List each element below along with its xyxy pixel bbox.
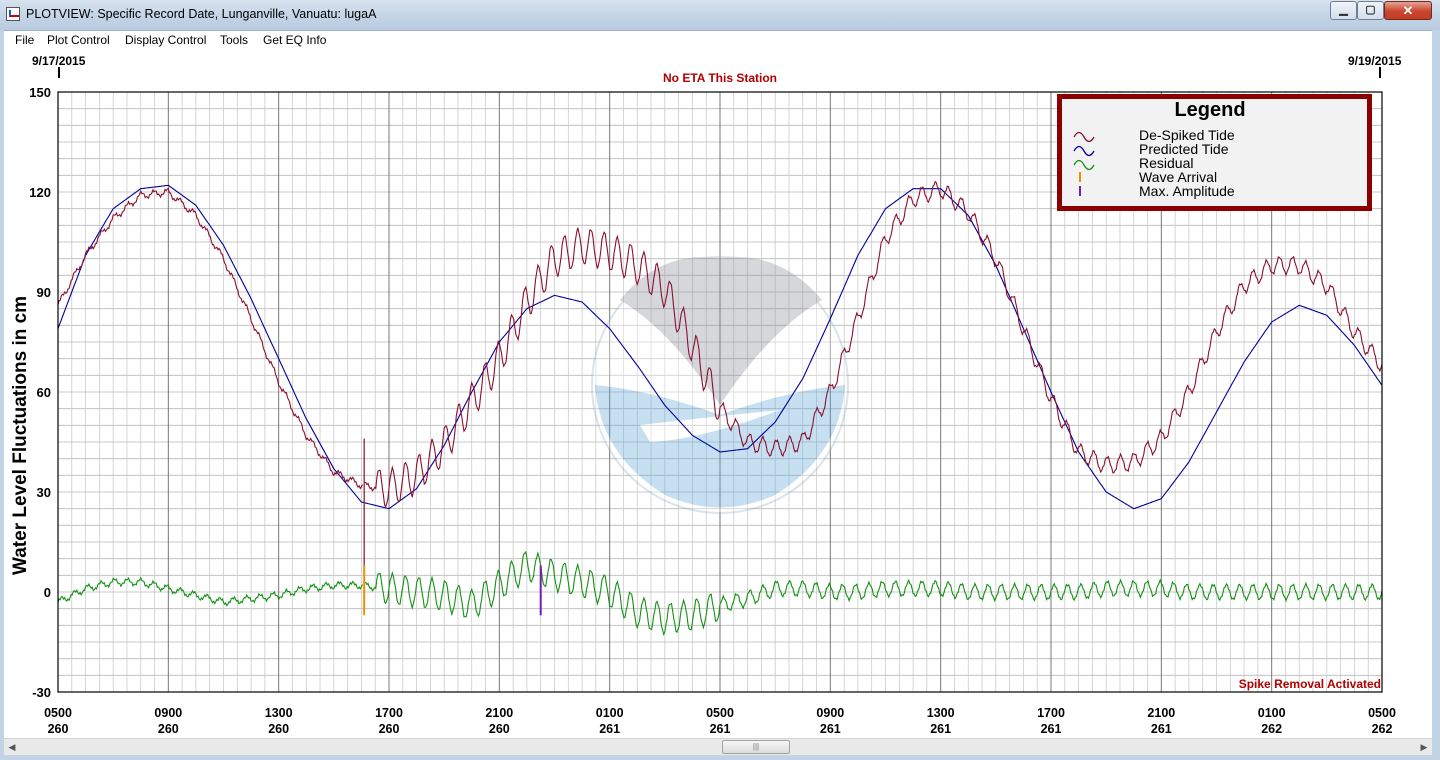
x-tick-time-label: 1300 <box>927 706 955 720</box>
y-tick-label: 30 <box>37 485 51 500</box>
spike-removal-note: Spike Removal Activated <box>1239 677 1381 691</box>
title-bar[interactable]: PLOTVIEW: Specific Record Date, Lunganvi… <box>0 0 1440 31</box>
scroll-right-arrow-icon[interactable]: ▶ <box>1420 742 1428 752</box>
plot-icon[interactable] <box>6 7 20 21</box>
menu-plot-control[interactable]: Plot Control <box>47 33 110 47</box>
x-tick-day-label: 260 <box>48 722 69 736</box>
legend-label-predicted: Predicted Tide <box>1139 141 1229 157</box>
legend: Legend De-Spiked Tide Predicted Tide Res… <box>1057 94 1372 211</box>
y-tick-label: 90 <box>37 285 51 300</box>
x-tick-day-label: 260 <box>158 722 179 736</box>
y-tick-label: 150 <box>29 85 51 100</box>
eta-note: No ETA This Station <box>663 71 777 85</box>
legend-label-despiked: De-Spiked Tide <box>1139 127 1235 143</box>
series-line <box>364 550 1383 637</box>
y-axis-label: Water Level Fluctuations in cm <box>10 296 31 575</box>
close-button[interactable]: ✕ <box>1384 1 1432 20</box>
window-title: PLOTVIEW: Specific Record Date, Lunganvi… <box>26 7 377 21</box>
series-line <box>57 576 363 607</box>
menu-bar: File Plot Control Display Control Tools … <box>0 31 1440 50</box>
end-date-label: 9/19/2015 <box>1348 54 1402 68</box>
x-tick-day-label: 262 <box>1372 722 1393 736</box>
x-tick-day-label: 261 <box>1151 722 1172 736</box>
x-tick-time-label: 0100 <box>1258 706 1286 720</box>
minimize-button[interactable]: ▁ <box>1330 1 1357 20</box>
legend-swatch-despiked <box>1073 131 1095 143</box>
x-tick-day-label: 261 <box>599 722 620 736</box>
legend-label-residual: Residual <box>1139 155 1193 171</box>
x-tick-day-label: 261 <box>820 722 841 736</box>
x-tick-time-label: 2100 <box>485 706 513 720</box>
maximize-button[interactable]: ▢ <box>1357 1 1384 20</box>
x-tick-day-label: 261 <box>930 722 951 736</box>
y-tick-label: -30 <box>32 685 51 700</box>
y-tick-label: 0 <box>44 585 51 600</box>
legend-title: Legend <box>1174 99 1245 121</box>
menu-get-eq-info[interactable]: Get EQ Info <box>263 33 327 47</box>
window-border-bottom <box>0 755 1440 760</box>
x-tick-time-label: 2100 <box>1147 706 1175 720</box>
tide-plot[interactable]: 9/17/2015 9/19/2015 No ETA This Station … <box>0 50 1440 738</box>
legend-label-max-amplitude: Max. Amplitude <box>1139 183 1235 199</box>
x-tick-time-label: 1700 <box>375 706 403 720</box>
y-tick-label: 60 <box>37 385 51 400</box>
legend-swatch-residual <box>1073 159 1095 171</box>
series-line <box>57 184 1383 510</box>
x-tick-day-label: 260 <box>379 722 400 736</box>
window-border-left <box>0 30 4 760</box>
x-tick-day-label: 261 <box>710 722 731 736</box>
noaa-logo-watermark <box>591 256 849 514</box>
menu-display-control[interactable]: Display Control <box>125 33 207 47</box>
series-line <box>57 187 363 490</box>
series-layer <box>57 180 1383 637</box>
x-tick-time-label: 0900 <box>154 706 182 720</box>
x-tick-day-label: 262 <box>1261 722 1282 736</box>
x-tick-time-label: 0900 <box>816 706 844 720</box>
axis-labels: 150 120 90 60 30 0 -30 0500 260 0900 260 1300 260 170… <box>29 85 1396 736</box>
x-tick-time-label: 1700 <box>1037 706 1065 720</box>
x-tick-day-label: 260 <box>489 722 510 736</box>
menu-file[interactable]: File <box>15 33 35 47</box>
window-border-right <box>1432 30 1440 760</box>
x-tick-day-label: 261 <box>1041 722 1062 736</box>
horizontal-scrollbar[interactable]: ◀ ||| ▶ <box>4 738 1432 756</box>
scroll-left-arrow-icon[interactable]: ◀ <box>8 742 16 752</box>
menu-tools[interactable]: Tools <box>220 33 249 47</box>
x-tick-time-label: 1300 <box>265 706 293 720</box>
legend-swatch-predicted <box>1073 145 1095 157</box>
x-tick-time-label: 0500 <box>44 706 72 720</box>
scroll-thumb[interactable]: ||| <box>722 740 790 754</box>
y-tick-label: 120 <box>29 185 51 200</box>
x-tick-time-label: 0500 <box>1368 706 1396 720</box>
plot-frame <box>57 91 1383 693</box>
series-line <box>364 180 1383 508</box>
x-tick-day-label: 260 <box>268 722 289 736</box>
legend-label-wave-arrival: Wave Arrival <box>1139 169 1217 185</box>
start-date-label: 9/17/2015 <box>32 54 86 68</box>
x-tick-time-label: 0100 <box>596 706 624 720</box>
x-tick-time-label: 0500 <box>706 706 734 720</box>
